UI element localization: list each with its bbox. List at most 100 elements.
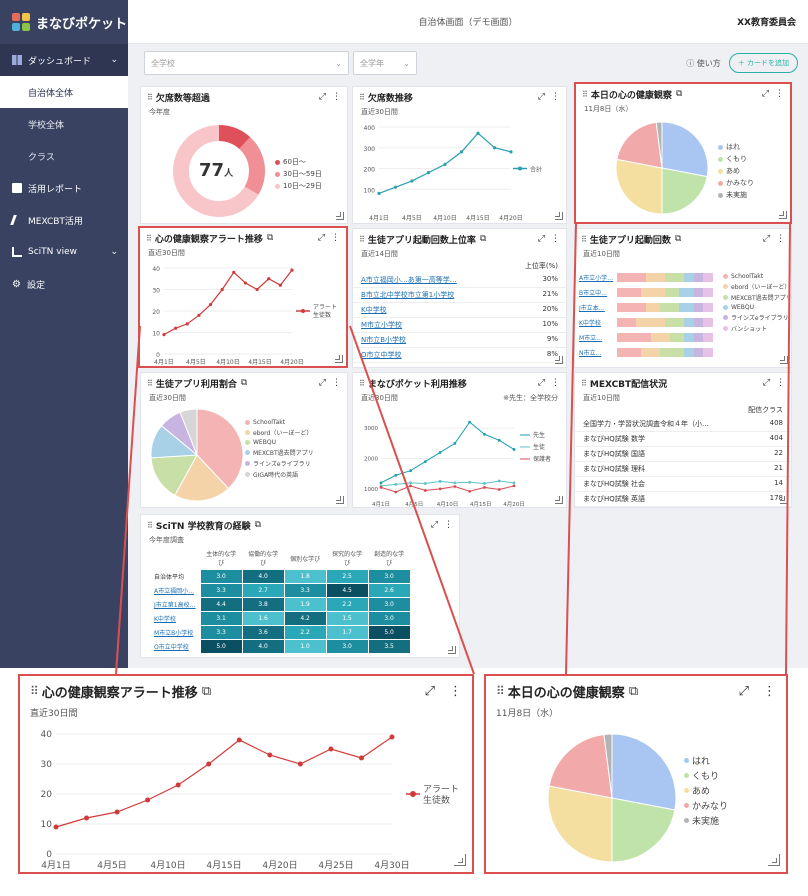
sidebar-item-report[interactable]: 活用レポート	[0, 172, 128, 204]
school-link[interactable]: N市立B小学校	[361, 336, 407, 344]
sidebar-subitem-municipality[interactable]: 自治体全体	[0, 76, 128, 108]
expand-icon[interactable]: ⤢	[738, 683, 749, 699]
expand-icon[interactable]: ⤢	[537, 92, 545, 102]
row-label[interactable]: K中学校	[149, 611, 201, 626]
expand-icon[interactable]: ⤢	[762, 234, 770, 244]
drag-handle-icon[interactable]: ⠿	[359, 378, 365, 388]
expand-icon[interactable]: ⤢	[430, 520, 438, 530]
expand-icon[interactable]: ⤢	[317, 233, 325, 243]
more-icon[interactable]: ⋮	[775, 89, 784, 99]
expand-icon[interactable]: ⤢	[537, 378, 545, 388]
sidebar-item-scitn[interactable]: SciTN view ⌄	[0, 236, 128, 268]
drag-handle-icon[interactable]: ⠿	[582, 89, 588, 99]
resize-handle-icon[interactable]	[336, 496, 344, 504]
drag-handle-icon[interactable]: ⠿	[581, 234, 587, 244]
school-link[interactable]: K中学校	[579, 320, 601, 327]
expand-icon[interactable]: ⤢	[318, 378, 326, 388]
heat-cell: 2.5	[325, 569, 369, 584]
data-point	[197, 313, 201, 317]
school-link[interactable]: O市立中学校	[361, 351, 402, 359]
expand-icon[interactable]: ⤢	[537, 234, 545, 244]
external-link-icon[interactable]: ⧉	[674, 234, 682, 244]
resize-handle-icon[interactable]	[555, 356, 563, 364]
resize-handle-icon[interactable]	[448, 646, 456, 654]
more-icon[interactable]: ⋮	[449, 683, 462, 699]
school-select[interactable]: 全学校 ⌄	[144, 51, 349, 75]
more-icon[interactable]: ⋮	[551, 92, 560, 102]
resize-handle-icon[interactable]	[780, 356, 788, 364]
school-link[interactable]: N市立…	[579, 350, 602, 357]
expand-icon[interactable]: ⤢	[424, 683, 435, 699]
drag-handle-icon[interactable]: ⠿	[359, 234, 365, 244]
y-tick-label: 30	[152, 288, 160, 295]
row-label[interactable]: O市立中学校	[149, 639, 201, 654]
card-title: 生徒アプリ起動回数上位率	[367, 235, 476, 246]
heat-cell: 3.0	[367, 611, 411, 626]
resize-handle-icon[interactable]	[335, 355, 343, 363]
y-tick-label: 2000	[364, 457, 378, 463]
more-icon[interactable]: ⋮	[551, 234, 560, 244]
sidebar-subitem-class[interactable]: クラス	[28, 152, 55, 163]
data-point	[512, 448, 516, 451]
drag-handle-icon[interactable]: ⠿	[147, 92, 153, 102]
external-link-icon[interactable]: ⧉	[479, 234, 487, 244]
expand-icon[interactable]: ⤢	[762, 378, 770, 388]
more-icon[interactable]: ⋮	[332, 92, 341, 102]
expand-icon[interactable]: ⤢	[318, 92, 326, 102]
external-link-icon[interactable]: ⧉	[201, 683, 212, 699]
external-link-icon[interactable]: ⧉	[266, 233, 274, 243]
grade-select[interactable]: 全学年 ⌄	[353, 51, 417, 75]
more-icon[interactable]: ⋮	[444, 520, 453, 530]
howto-link[interactable]: ⓘ 使い方	[686, 58, 721, 68]
resize-handle-icon[interactable]	[555, 212, 563, 220]
row-label[interactable]: J市立第1高校…	[149, 597, 201, 612]
app-logo[interactable]: まなびポケット	[0, 0, 128, 44]
external-link-icon[interactable]: ⧉	[240, 378, 248, 388]
more-icon[interactable]: ⋮	[551, 378, 560, 388]
external-link-icon[interactable]: ⧉	[628, 683, 639, 699]
school-link[interactable]: B市立北中学校市立第1小学校	[361, 291, 455, 299]
school-link[interactable]: K中学校	[361, 306, 387, 314]
more-icon[interactable]: ⋮	[331, 233, 340, 243]
add-card-button[interactable]: ＋ カードを追加	[728, 53, 798, 73]
legend-item: かみなり	[718, 178, 754, 188]
row-value: 21%	[542, 290, 558, 298]
resize-handle-icon[interactable]	[780, 496, 788, 504]
school-link[interactable]: A市立福岡小…あ第一高等学…	[361, 276, 457, 284]
row-label[interactable]: A市立福岡小…	[149, 583, 201, 598]
school-link[interactable]: M市立…	[579, 335, 603, 342]
resize-handle-icon[interactable]	[555, 496, 563, 504]
more-icon[interactable]: ⋮	[776, 378, 785, 388]
drag-handle-icon[interactable]: ⠿	[147, 520, 153, 530]
sidebar-subitem-school[interactable]: 学校全体	[28, 120, 65, 131]
sidebar-item-label: SciTN view	[28, 247, 77, 257]
x-tick-label: 4月1日	[369, 215, 389, 222]
school-link[interactable]: A市立小学…	[579, 275, 614, 282]
resize-handle-icon[interactable]	[336, 212, 344, 220]
dashboard-main: 全学校 ⌄ 全学年 ⌄ ⓘ 使い方 ＋ カードを追加 ⠿ 欠席数等超過 ⤢ ⋮ 今…	[128, 44, 808, 668]
external-link-icon[interactable]: ⧉	[675, 89, 683, 99]
drag-handle-icon[interactable]: ⠿	[496, 684, 505, 698]
more-icon[interactable]: ⋮	[776, 234, 785, 244]
drag-handle-icon[interactable]: ⠿	[146, 233, 152, 243]
resize-handle-icon[interactable]	[768, 854, 780, 866]
expand-icon[interactable]: ⤢	[761, 89, 769, 99]
school-link[interactable]: M市立小学校	[361, 321, 403, 329]
sidebar-item-dashboard[interactable]: ダッシュボード ⌄	[0, 44, 128, 76]
col-label: 配信クラス	[748, 406, 783, 414]
sidebar-item-mexcbt[interactable]: MEXCBT活用	[0, 204, 128, 236]
resize-handle-icon[interactable]	[454, 854, 466, 866]
school-link[interactable]: B市立中…	[579, 290, 608, 297]
pie-slice	[174, 454, 230, 502]
row-label[interactable]: M市立B小学校	[149, 625, 201, 640]
drag-handle-icon[interactable]: ⠿	[359, 92, 365, 102]
external-link-icon[interactable]: ⧉	[254, 520, 262, 530]
resize-handle-icon[interactable]	[779, 211, 787, 219]
school-link[interactable]: J市立本…	[579, 305, 605, 312]
drag-handle-icon[interactable]: ⠿	[147, 378, 153, 388]
more-icon[interactable]: ⋮	[763, 683, 776, 699]
sidebar-item-settings[interactable]: ⚙ 設定	[0, 268, 128, 300]
drag-handle-icon[interactable]: ⠿	[30, 684, 39, 698]
drag-handle-icon[interactable]: ⠿	[581, 378, 587, 388]
more-icon[interactable]: ⋮	[332, 378, 341, 388]
